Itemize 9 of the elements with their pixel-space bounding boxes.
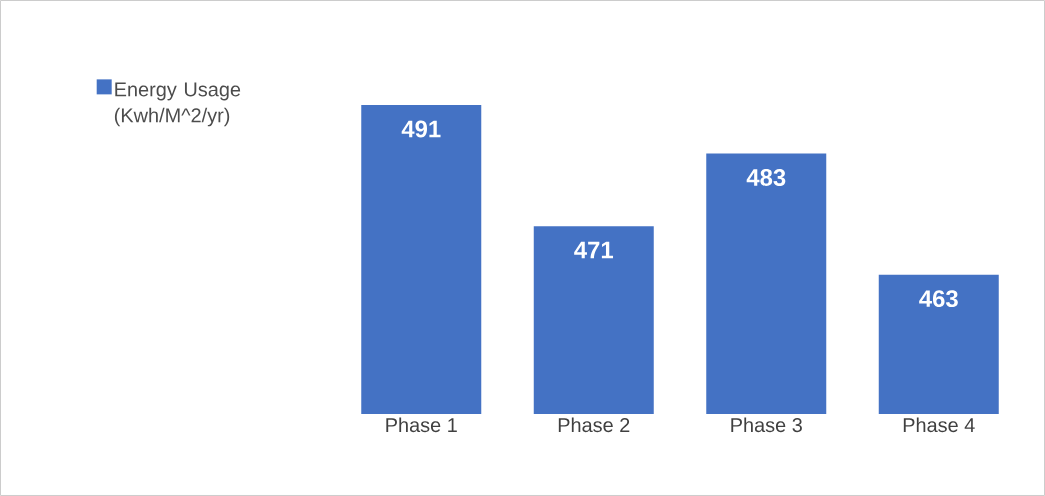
data-label: 463	[919, 290, 958, 308]
x-tick-label: Phase 1	[386, 417, 457, 433]
legend-label: Energy Usage (Kwh/M^2/yr)	[114, 82, 241, 127]
x-tick-label: Phase 3	[731, 417, 802, 433]
data-label: 483	[746, 168, 786, 186]
x-tick-label: Phase 4	[903, 417, 975, 433]
data-label: 471	[574, 241, 614, 259]
x-tick-label: Phase 2	[558, 417, 630, 433]
data-label: 491	[401, 120, 441, 138]
